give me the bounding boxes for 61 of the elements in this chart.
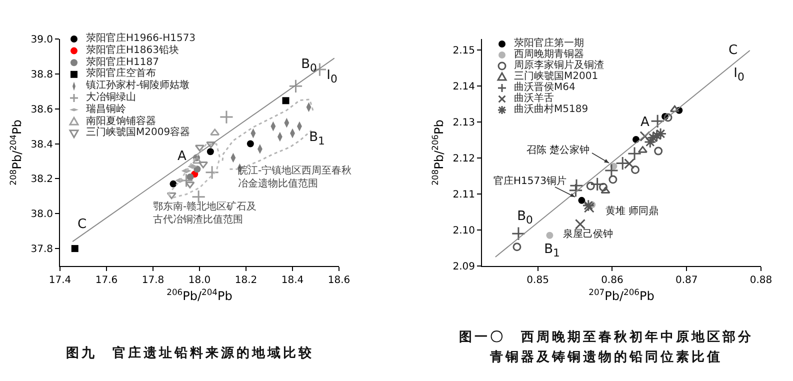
annotation: B$_{1}$ (544, 242, 560, 260)
text: 图九 官庄遗址铅料来源的地域比较 (65, 344, 315, 363)
legend-label: 三门峡虢国M2001 (514, 70, 598, 82)
y-tick-label: 2.11 (452, 189, 475, 200)
text: 图一〇 西周晚期至春秋初年中原地区部分青铜器及铸铜遗物的铅同位素比值 (458, 328, 754, 367)
legend-label: 周原李家铜片及铜渣 (514, 60, 604, 71)
legend-label: 荥阳官庄空首布 (86, 68, 156, 80)
x-tick-label: 18.6 (328, 275, 350, 286)
annotation: 黄堆 师同鼎 (605, 206, 659, 218)
x-tick-label: 18.4 (281, 275, 304, 286)
annotation: C (728, 42, 738, 60)
annotation: A (178, 148, 186, 166)
annotation: C (77, 216, 87, 234)
annotation: B$_{0}$ (301, 56, 317, 76)
annotation: B$_{0}$ (517, 208, 533, 228)
legend-label: 曲沃羊舌 (514, 92, 554, 104)
legend-label: 曲沃晋侯M64 (514, 82, 576, 93)
legend-label: 荥阳官庄第一期 (514, 38, 584, 49)
x-tick-label: 17.4 (48, 275, 72, 286)
annotation: B$_{1}$ (309, 130, 325, 148)
y-tick-label: 2.15 (452, 45, 475, 56)
annotation: 泉屋己侯钟 (563, 228, 613, 242)
annotation: I$_{0}$ (326, 68, 338, 86)
legend-label: 南阳夏饷铺容器 (86, 115, 156, 126)
annotation: 召陈 楚公家钟 (526, 144, 590, 158)
annotation: 皖江-宁镇地区西周至春秋冶金遗物比值范围 (238, 166, 353, 190)
y-tick-label: 2.10 (452, 225, 475, 236)
y-tick-label: 38.6 (30, 104, 53, 116)
x-axis-title: $^{206}$Pb/$^{204}$Pb (166, 286, 232, 303)
y-tick-label: 2.14 (452, 81, 475, 92)
legend-label: 大冶铜绿山 (86, 92, 136, 104)
x-axis-title: $^{207}$Pb/$^{206}$Pb (588, 286, 654, 303)
y-tick-label: 38.8 (30, 69, 53, 80)
x-tick-label: 0.88 (750, 275, 772, 286)
legend-label: 荥阳官庄H1863铅块 (86, 44, 179, 56)
y-tick-label: 38.0 (30, 209, 53, 220)
x-tick-label: 17.8 (142, 275, 164, 286)
y-tick-label: 2.13 (452, 117, 475, 128)
y-tick-label: 2.12 (452, 153, 475, 164)
legend-label: 三门峡虢国M2009容器 (86, 127, 190, 140)
annotation: A (640, 114, 650, 132)
y-tick-label: 38.4 (30, 139, 53, 150)
legend-label: 荥阳官庄H1966-H1573 (86, 32, 196, 44)
x-tick-label: 0.85 (526, 275, 549, 286)
annotation: I$_{0}$ (734, 66, 744, 84)
legend-label: 曲沃曲村M5189 (514, 104, 588, 116)
y-tick-label: 38.2 (30, 174, 53, 186)
x-tick-label: 0.87 (675, 275, 698, 286)
y-tick-label: 2.09 (452, 262, 475, 272)
y-tick-label: 37.8 (30, 244, 53, 256)
x-tick-label: 0.86 (601, 275, 624, 286)
legend-label: 西周晚期青铜器 (514, 48, 584, 60)
x-tick-label: 18.2 (234, 275, 258, 286)
legend-label: 镇江孙家村-铜陵师姑墩 (86, 80, 190, 92)
x-tick-label: 18.0 (188, 275, 211, 286)
legend-label: 荥阳官庄H1187 (86, 56, 159, 68)
x-tick-label: 17.6 (95, 275, 118, 286)
annotation: 官庄H1573铜片 (494, 176, 566, 188)
legend-label: 瑞昌铜岭 (86, 104, 126, 116)
annotation: 鄂东南-赣北地区矿石及古代冶铜渣比值范围 (153, 202, 258, 226)
y-tick-label: 39.0 (30, 34, 53, 46)
